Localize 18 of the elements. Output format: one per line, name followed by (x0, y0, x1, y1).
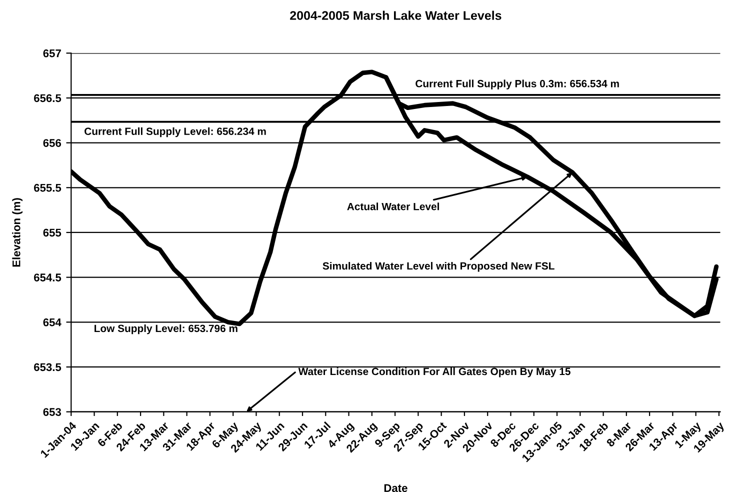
annotation: Low Supply Level: 653.796 m (94, 324, 238, 334)
y-axis-title: Elevation (m) (12, 198, 22, 267)
ref-line-label: Current Full Supply Plus 0.3m: 656.534 m (416, 80, 619, 90)
annotation: Simulated Water Level with Proposed New FSL (322, 262, 554, 272)
y-tick-label: 653 (43, 408, 62, 416)
x-axis-title: Date (384, 484, 408, 492)
y-tick-label: 653.5 (34, 363, 62, 372)
y-tick-label: 656 (43, 139, 62, 147)
y-tick-label: 654 (43, 318, 62, 326)
annotation: Actual Water Level (347, 202, 439, 210)
y-tick-label: 657 (43, 49, 61, 58)
annotation: Water License Condition For All Gates Open By May 15 (298, 367, 570, 378)
y-tick-label: 656.5 (34, 94, 62, 102)
ref-line-label: Current Full Supply Level: 656.234 m (84, 127, 266, 138)
chart-title: 2004-2005 Marsh Lake Water Levels (290, 10, 502, 20)
y-tick-label: 654.5 (34, 274, 62, 282)
y-tick-label: 655.5 (34, 184, 62, 192)
y-tick-label: 655 (43, 228, 62, 237)
